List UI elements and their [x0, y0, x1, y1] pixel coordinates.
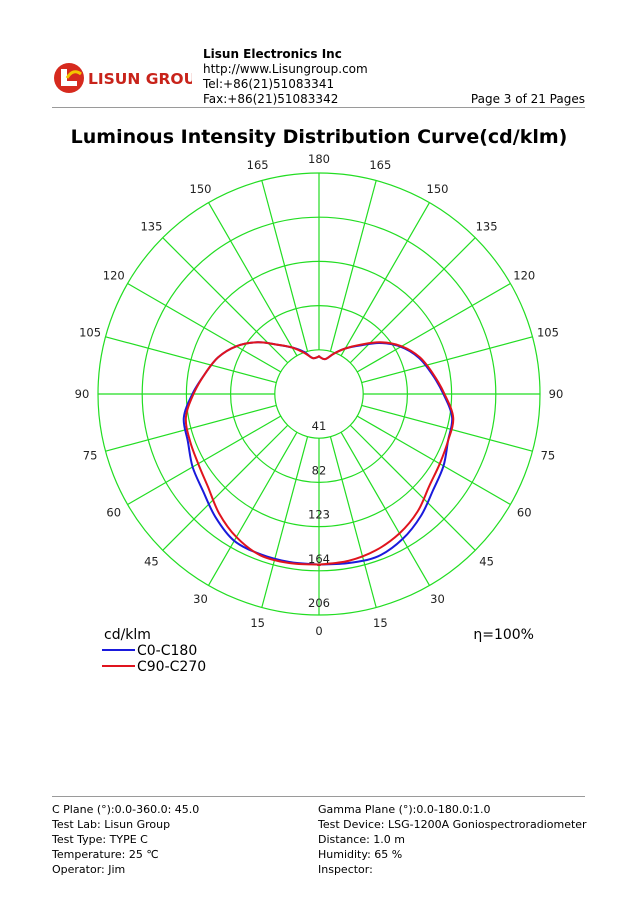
- polar-grid: [97, 172, 541, 616]
- page-title: Luminous Intensity Distribution Curve(cd…: [70, 126, 568, 148]
- angle-label-right: 45: [479, 555, 494, 569]
- inspector: Inspector:: [318, 863, 373, 876]
- angle-label-left: 90: [75, 387, 90, 401]
- radial-tick-label: 206: [308, 596, 330, 610]
- temperature: Temperature: 25 ℃: [52, 848, 159, 861]
- grid-spoke: [356, 282, 511, 373]
- radial-tick-label: 164: [308, 552, 330, 566]
- test-device: Test Device: LSG-1200A Goniospectroradio…: [318, 818, 587, 831]
- legend-item-c0-c180: C0-C180: [102, 643, 197, 660]
- angle-label-left: 75: [83, 448, 98, 462]
- legend-label: C90-C270: [137, 659, 207, 675]
- grid-spoke: [329, 436, 377, 608]
- angle-label-right: 120: [513, 269, 535, 283]
- curves: [182, 341, 455, 566]
- angle-label-bottom: 0: [315, 624, 322, 638]
- angle-label-left: 45: [144, 555, 159, 569]
- grid-spoke: [261, 436, 309, 608]
- angle-label-left: 105: [79, 326, 101, 340]
- angle-label-right: 135: [476, 219, 498, 233]
- angle-label-right: 30: [430, 592, 445, 606]
- angle-label-right: 105: [537, 326, 559, 340]
- gamma-plane: Gamma Plane (°):0.0-180.0:1.0: [318, 803, 491, 816]
- test-lab: Test Lab: Lisun Group: [52, 818, 171, 831]
- legend-swatch-blue: [102, 649, 135, 651]
- radial-tick-label: 82: [312, 463, 327, 477]
- radial-tick-label: 41: [312, 419, 327, 433]
- company-fax: Fax:+86(21)51083342: [203, 92, 339, 106]
- grid-spoke: [207, 202, 298, 357]
- grid-spoke: [361, 404, 533, 452]
- header-divider: [52, 107, 585, 108]
- grid-spoke: [261, 180, 309, 352]
- angle-label-right: 90: [549, 387, 564, 401]
- angle-label-left: 150: [190, 182, 212, 196]
- angle-label-left: 60: [106, 506, 121, 520]
- unit-label: cd/klm: [104, 627, 151, 643]
- curve-c0-c180: [182, 341, 454, 566]
- angle-label-right: 15: [373, 616, 388, 630]
- grid-spoke: [162, 237, 289, 364]
- distance: Distance: 1.0 m: [318, 833, 406, 846]
- humidity: Humidity: 65 %: [318, 848, 403, 861]
- test-type: Test Type: TYPE C: [52, 833, 148, 846]
- grid-spoke: [329, 180, 377, 352]
- grid-spoke: [361, 336, 533, 384]
- angle-label-right: 165: [369, 158, 391, 172]
- angle-label-right: 150: [427, 182, 449, 196]
- logo-text: LISUN GROUP: [88, 70, 192, 88]
- company-url: http://www.Lisungroup.com: [203, 62, 368, 76]
- angle-label-left: 120: [103, 269, 125, 283]
- angle-label-right: 60: [517, 506, 532, 520]
- polar-chart: 41 82 123 164 206 0 180 15 30 45 60 75 90 105 120 135 15…: [75, 152, 564, 638]
- legend-label: C0-C180: [137, 643, 198, 659]
- grid-spoke: [127, 415, 282, 506]
- grid-spoke: [162, 424, 289, 551]
- angle-label-top: 180: [308, 152, 330, 166]
- grid-spoke: [349, 237, 476, 364]
- grid-spoke: [356, 415, 511, 506]
- footer-divider: [52, 796, 585, 797]
- c-plane: C Plane (°):0.0-360.0: 45.0: [52, 803, 200, 816]
- grid-spoke: [340, 202, 431, 357]
- company-name: Lisun Electronics Inc: [203, 47, 342, 61]
- page-indicator: Page 3 of 21 Pages: [470, 92, 585, 106]
- grid-spoke: [105, 404, 277, 452]
- legend-swatch-red: [102, 665, 135, 667]
- chart-labels: 41 82 123 164 206 0 180 15 30 45 60 75 90 105 120 135 15…: [75, 152, 564, 638]
- legend-item-c90-c270: C90-C270: [102, 659, 206, 676]
- grid-spoke: [340, 431, 431, 586]
- company-tel: Tel:+86(21)51083341: [203, 77, 335, 91]
- angle-label-left: 135: [140, 219, 162, 233]
- lisun-logo: LISUN GROUP: [54, 63, 192, 93]
- operator: Operator: Jim: [52, 863, 126, 876]
- grid-spoke: [105, 336, 277, 384]
- grid-spoke: [207, 431, 298, 586]
- angle-label-left: 165: [247, 158, 269, 172]
- curve-c90-c270: [184, 341, 455, 566]
- grid-spoke: [127, 282, 282, 373]
- radial-tick-label: 123: [308, 508, 330, 522]
- grid-spoke: [349, 424, 476, 551]
- angle-label-left: 30: [193, 592, 208, 606]
- efficiency-label: η=100%: [473, 627, 534, 643]
- angle-label-left: 15: [250, 616, 265, 630]
- angle-label-right: 75: [541, 448, 556, 462]
